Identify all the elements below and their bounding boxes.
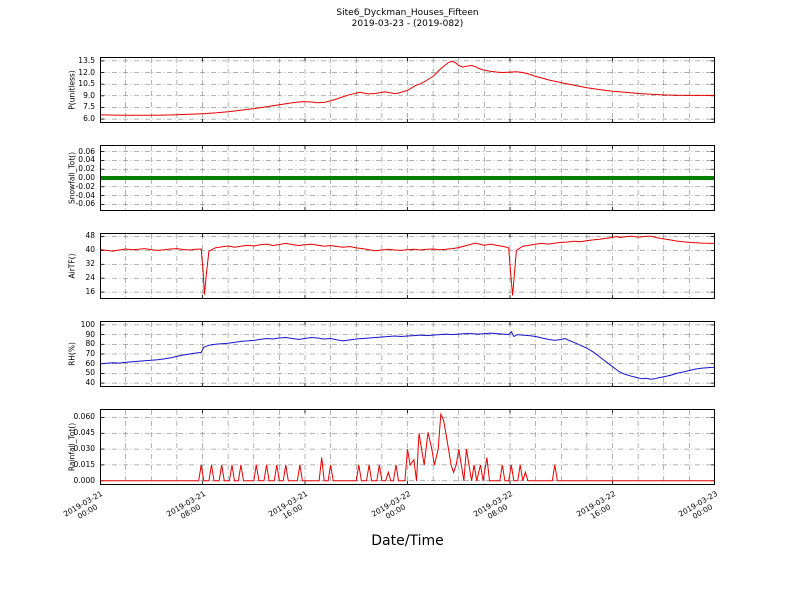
x-tick-label: 2019-03-23 00:00 — [677, 489, 720, 521]
plot-area-p-unitless — [100, 57, 715, 123]
y-tick-label: 0.060 — [73, 412, 95, 422]
y-tick-label: -0.02 — [75, 181, 95, 191]
panel-rainfall: Rainfall_Tot() 0.000 0.015 0.030 0.045 0.060 — [0, 409, 800, 485]
panel-rh: RH(%) 40 50 60 70 80 90 100 — [0, 321, 800, 387]
y-tick-label: 10.5 — [78, 79, 95, 89]
y-tick-label: 0.045 — [73, 428, 95, 438]
y-tick-label: 0.02 — [78, 164, 95, 174]
y-tick-label: 70 — [85, 349, 95, 358]
y-tick-label: 100 — [80, 319, 95, 329]
y-tick-label: 90 — [85, 329, 95, 339]
y-tick-label: 0.00 — [78, 173, 95, 182]
x-tick-label: 2019-03-22 16:00 — [574, 489, 617, 521]
y-tick-label: 13.5 — [78, 55, 95, 65]
x-axis-tick-labels: 2019-03-21 00:00 2019-03-21 08:00 2019-03-… — [0, 487, 800, 535]
y-tick-label: -0.06 — [75, 199, 95, 209]
chart-subtitle: 2019-03-23 - (2019-082) — [351, 19, 464, 29]
y-tick-label: 9.0 — [83, 90, 95, 100]
y-tick-label: 60 — [85, 358, 95, 368]
y-tick-label: 0.06 — [78, 146, 95, 156]
panel-p-unitless: P(unitless) 6.0 7.5 9.0 10.5 12.0 13.5 — [0, 57, 800, 123]
y-tick-label: 32 — [85, 259, 95, 269]
x-tick-label: 2019-03-21 16:00 — [267, 489, 310, 521]
panel-snowfall: Snowfall_Tot() -0.06 -0.04 -0.02 0.00 0.02 0.… — [0, 145, 800, 211]
y-tick-label: 12.0 — [78, 67, 95, 77]
y-tick-label: -0.04 — [75, 190, 95, 200]
plot-area-snowfall — [100, 145, 715, 211]
y-tick-label: 50 — [85, 368, 95, 378]
y-tick-label: 6.0 — [83, 114, 95, 124]
y-tick-label: 40 — [85, 378, 95, 388]
x-tick-label: 2019-03-21 08:00 — [164, 489, 207, 521]
x-tick-label: 2019-03-21 00:00 — [62, 489, 105, 521]
chart-title: Site6_Dyckman_Houses_Fifteen — [336, 8, 479, 18]
y-tick-label: 48 — [85, 231, 95, 241]
y-tick-label: 24 — [85, 273, 95, 283]
y-tick-label: 16 — [85, 287, 95, 297]
y-tick-label: 40 — [85, 245, 95, 255]
plot-area-rainfall — [100, 409, 715, 485]
x-tick-label: 2019-03-22 00:00 — [369, 489, 412, 521]
y-tick-label: 0.015 — [73, 459, 95, 469]
x-tick-label: 2019-03-22 08:00 — [472, 489, 515, 521]
y-tick-label: 0.04 — [78, 155, 95, 165]
x-axis-title: Date/Time — [371, 533, 444, 549]
y-tick-label: 0.030 — [73, 444, 95, 454]
y-tick-label: 7.5 — [83, 102, 95, 112]
y-tick-label: 0.000 — [73, 475, 95, 485]
panel-airtf: AirTF() 16 24 32 40 48 — [0, 231, 800, 299]
plot-area-rh — [100, 321, 715, 387]
plot-area-airtf — [100, 233, 715, 299]
y-tick-label: 80 — [85, 339, 95, 349]
